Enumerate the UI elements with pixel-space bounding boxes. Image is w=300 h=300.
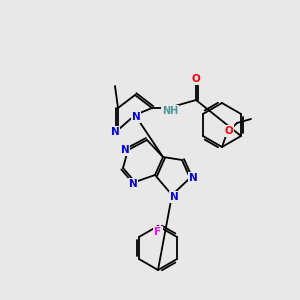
Text: O: O	[225, 126, 233, 136]
Text: N: N	[129, 179, 137, 189]
Text: N: N	[111, 127, 119, 137]
Text: F: F	[154, 227, 162, 237]
Text: O: O	[192, 74, 200, 84]
Text: NH: NH	[162, 106, 178, 116]
Text: N: N	[169, 192, 178, 202]
Text: N: N	[132, 112, 140, 122]
Text: N: N	[189, 173, 197, 183]
Text: N: N	[121, 145, 129, 155]
